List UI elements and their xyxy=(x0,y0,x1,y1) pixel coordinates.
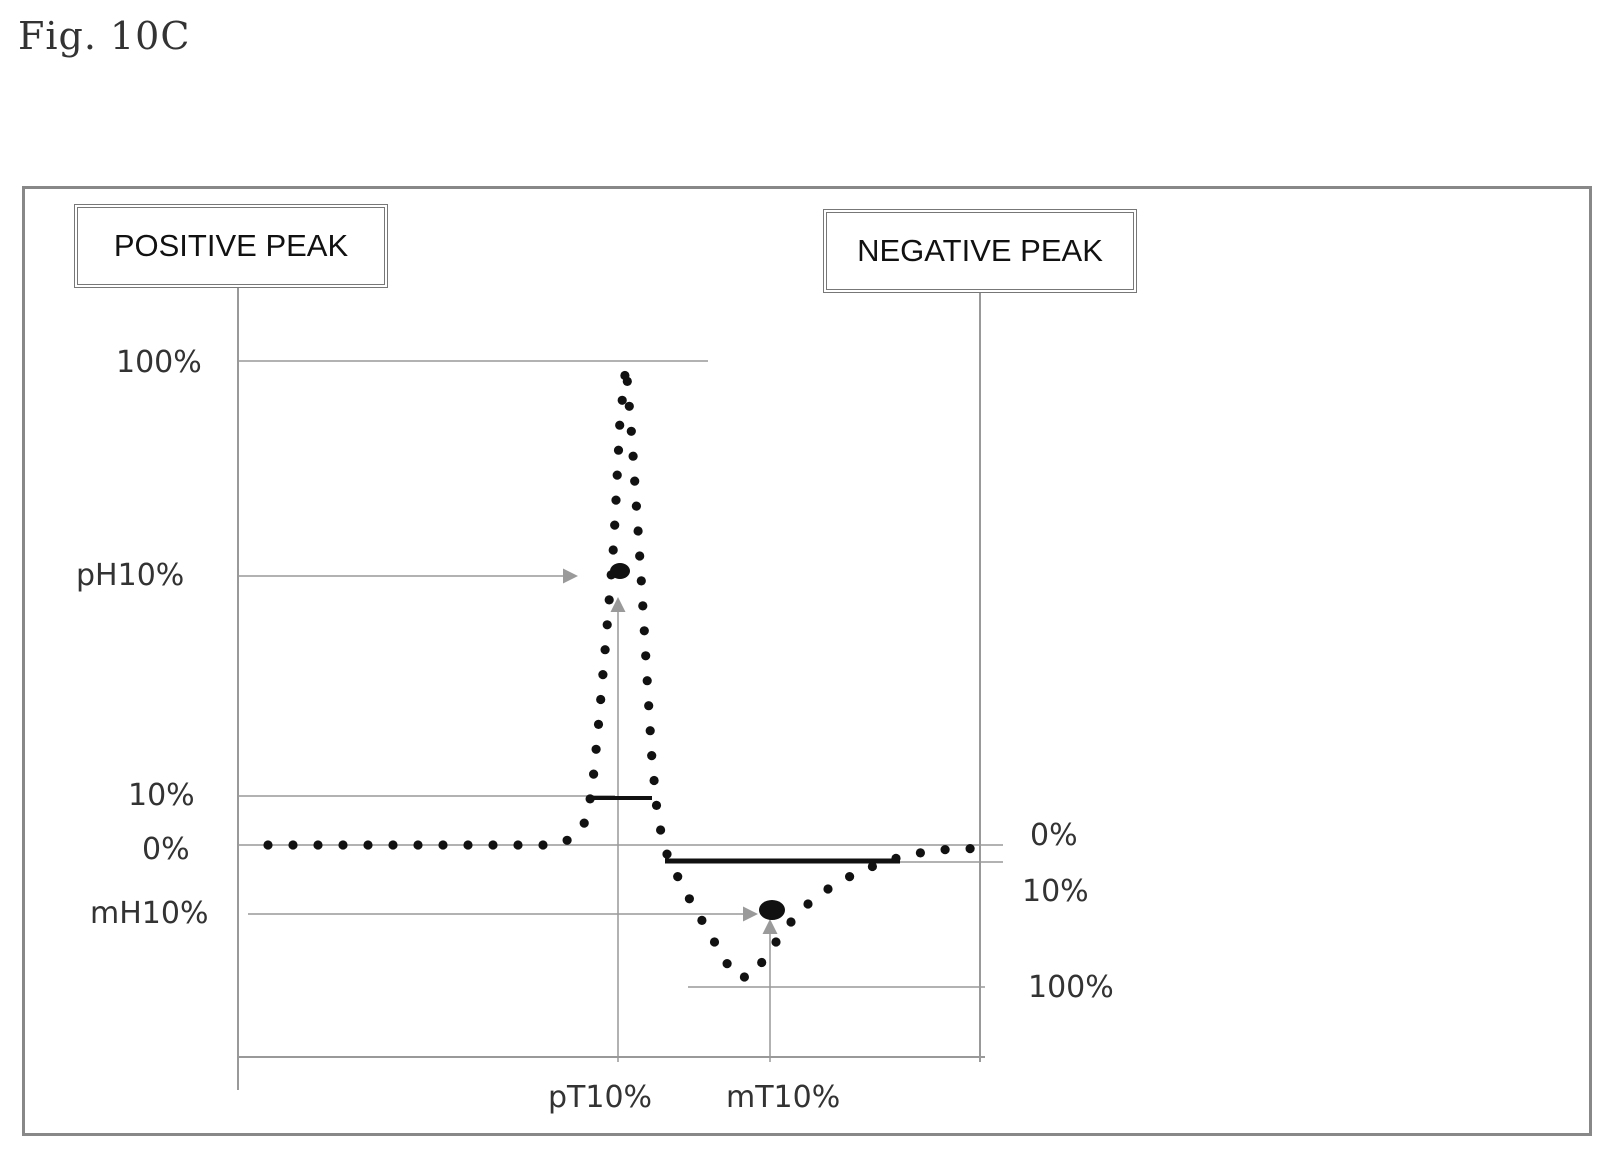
waveform-dot xyxy=(631,501,642,511)
waveform-dot xyxy=(649,775,659,786)
waveform-dot xyxy=(313,840,323,850)
waveform-dot xyxy=(867,861,878,872)
negative-peak-label: NEGATIVE PEAK xyxy=(823,209,1137,293)
waveform-dot xyxy=(630,476,640,486)
waveform-dot xyxy=(786,917,796,927)
waveform-dot xyxy=(771,937,781,947)
waveform-dot xyxy=(589,769,599,779)
left-label-10: 10% xyxy=(128,778,195,813)
positive-crossing-marker xyxy=(610,563,630,579)
waveform-dot xyxy=(612,470,622,480)
waveform-dot xyxy=(891,853,901,864)
right-label-0: 0% xyxy=(1030,818,1078,853)
waveform-dot xyxy=(636,576,646,586)
waveform-dot xyxy=(697,915,707,926)
left-label-ph10: pH10% xyxy=(76,558,185,593)
waveform-dot xyxy=(604,595,614,605)
waveform-dot xyxy=(413,840,423,850)
positive-peak-label: POSITIVE PEAK xyxy=(74,204,388,288)
figure-label: Fig. 10C xyxy=(18,14,191,58)
waveform-dot xyxy=(645,726,655,736)
diagram-frame xyxy=(22,186,1592,1136)
waveform-dot xyxy=(438,840,448,850)
waveform-dot xyxy=(598,670,608,680)
waveform-dot xyxy=(823,884,833,894)
waveform-dot xyxy=(965,844,975,854)
waveform-dot xyxy=(628,451,638,461)
waveform-dot xyxy=(739,972,750,982)
waveform-dot xyxy=(642,676,652,686)
waveform-dot xyxy=(633,526,643,536)
waveform-dot xyxy=(610,520,620,530)
waveform-dot xyxy=(488,840,498,850)
waveform-dot xyxy=(644,701,654,711)
waveform-dot xyxy=(638,601,648,611)
waveform-dot xyxy=(600,645,610,655)
waveform-dot xyxy=(463,840,473,850)
waveform-dot xyxy=(709,937,720,947)
right-label-10: 10% xyxy=(1022,874,1089,909)
waveform-dot xyxy=(593,719,604,730)
waveform-dot xyxy=(608,545,618,555)
waveform-dot xyxy=(613,445,624,455)
waveform-dot xyxy=(538,840,548,850)
waveform-dot xyxy=(338,840,348,850)
waveform-dot xyxy=(651,800,662,811)
waveform-dot xyxy=(579,818,589,828)
waveform-dot xyxy=(596,694,606,705)
dotted-waveform xyxy=(263,370,975,982)
waveform-dot xyxy=(363,840,373,850)
waveform-dot xyxy=(647,751,657,761)
waveform-dot xyxy=(622,376,632,386)
right-label-100: 100% xyxy=(1028,970,1114,1005)
waveform-dot xyxy=(288,840,298,850)
waveform-dot xyxy=(845,872,855,882)
waveform-dot xyxy=(562,835,572,845)
waveform-dot xyxy=(635,551,645,561)
waveform-dot xyxy=(602,620,612,630)
waveform-dot xyxy=(617,395,627,405)
waveform-dot xyxy=(662,849,672,859)
waveform-dot xyxy=(940,845,950,855)
waveform-dot xyxy=(263,840,273,850)
waveform-dot xyxy=(803,899,813,909)
bottom-label-mt10: mT10% xyxy=(726,1080,841,1115)
waveform-dot xyxy=(585,794,595,804)
waveform-dot xyxy=(639,626,649,636)
left-label-mh10: mH10% xyxy=(90,896,209,931)
waveform-dot xyxy=(757,957,767,968)
waveform-dot xyxy=(513,840,523,850)
left-label-0: 0% xyxy=(142,832,190,867)
waveform-dot xyxy=(673,872,683,882)
left-label-100: 100% xyxy=(116,345,202,380)
negative-crossing-marker xyxy=(759,900,785,920)
waveform-dot xyxy=(722,959,732,969)
waveform-dot xyxy=(611,495,621,505)
waveform-dot xyxy=(388,840,398,850)
waveform-dot xyxy=(656,825,666,835)
bottom-label-pt10: pT10% xyxy=(548,1080,653,1115)
waveform-dot xyxy=(591,744,601,754)
waveform-dot xyxy=(641,651,651,661)
waveform-dot xyxy=(684,894,695,904)
waveform-dot xyxy=(626,426,636,436)
waveform-dot xyxy=(624,401,634,411)
waveform-dot xyxy=(915,848,926,858)
waveform-dot xyxy=(615,420,625,430)
